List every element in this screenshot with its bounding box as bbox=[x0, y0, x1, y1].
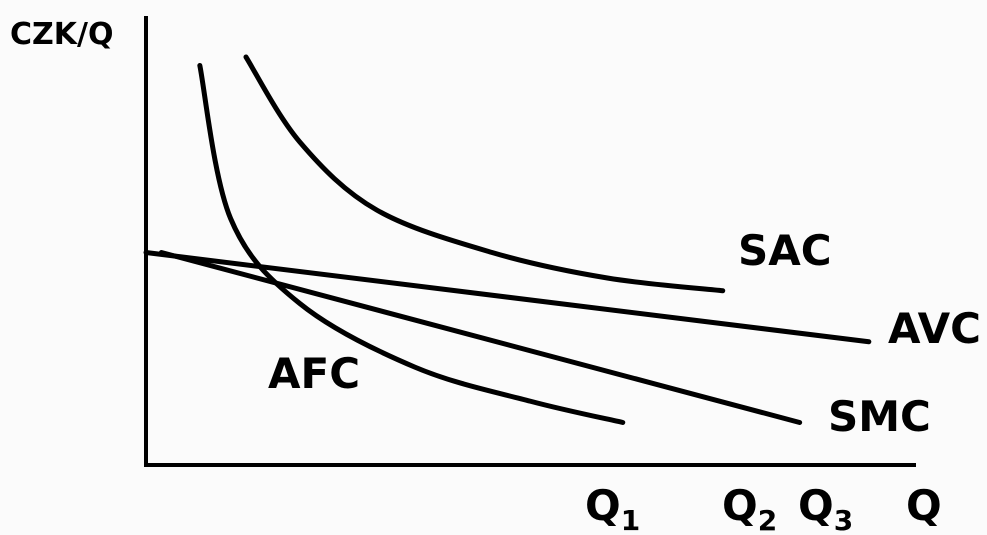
afc-curve bbox=[197, 63, 626, 425]
avc-curve bbox=[143, 250, 872, 345]
smc-label: SMC bbox=[828, 392, 931, 441]
avc-label: AVC bbox=[888, 304, 981, 353]
smc-curve bbox=[158, 250, 803, 425]
x-tick-label: Q1 bbox=[585, 481, 640, 535]
x-tick-label: Q3 bbox=[798, 481, 853, 535]
sac-label: SAC bbox=[738, 226, 832, 275]
afc-label: AFC bbox=[268, 349, 360, 398]
x-tick-label: Q2 bbox=[722, 481, 777, 535]
sac-curve bbox=[243, 54, 726, 294]
y-axis-label: CZK/Q bbox=[10, 17, 113, 52]
x-axis-label: Q bbox=[906, 481, 942, 530]
